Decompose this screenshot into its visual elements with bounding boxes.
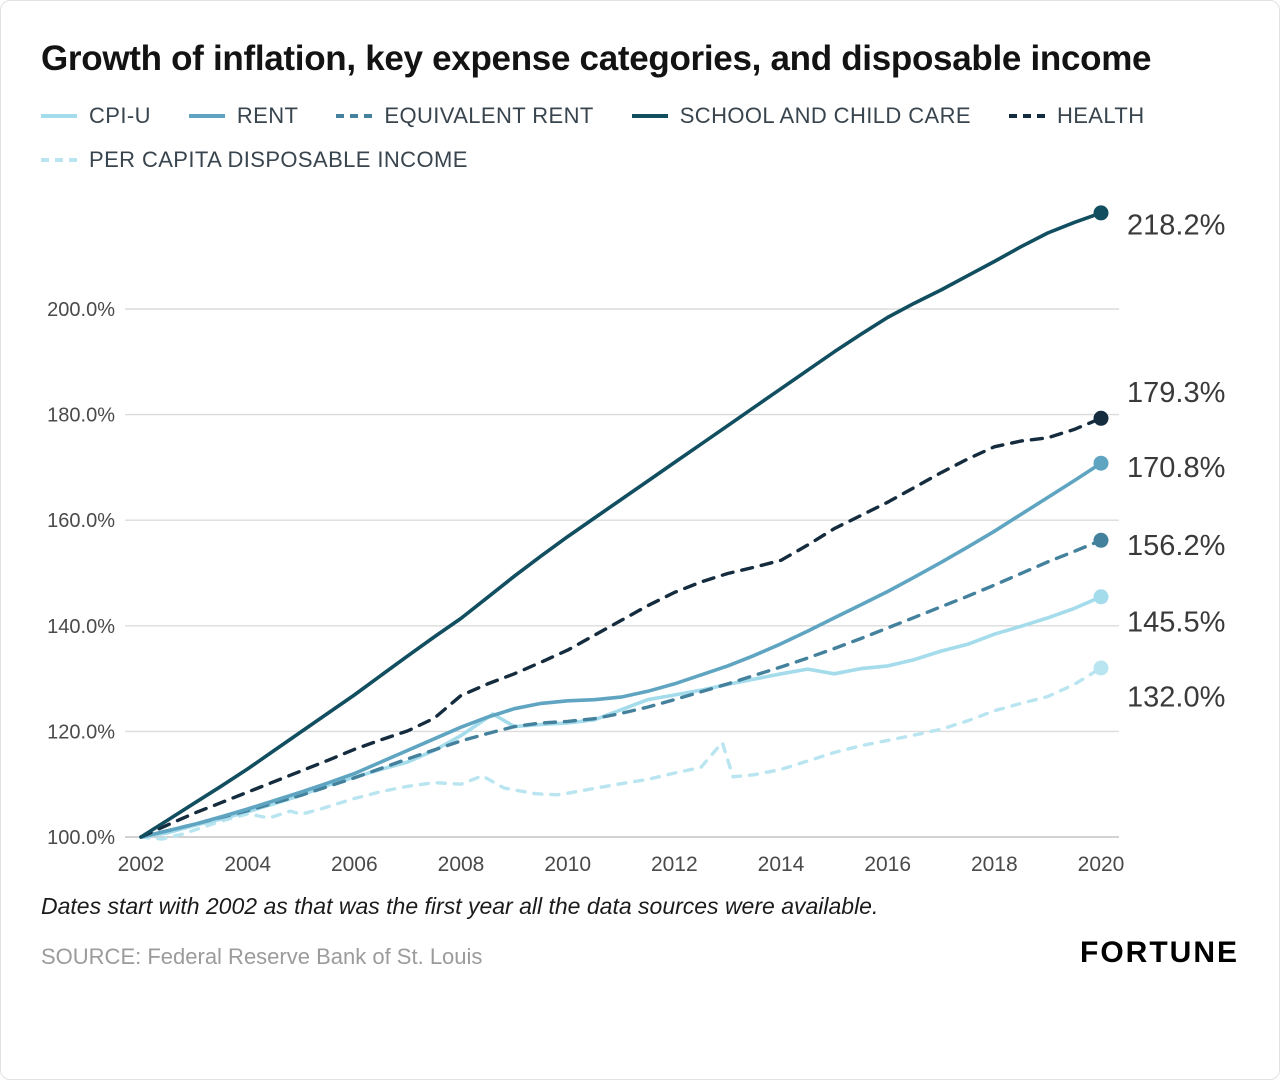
x-tick-label-2004: 2004 bbox=[224, 853, 271, 876]
footnote: Dates start with 2002 as that was the fi… bbox=[41, 893, 879, 919]
y-tick-label-120: 120.0% bbox=[47, 721, 115, 743]
legend-item-cpi-u: CPI-U bbox=[41, 103, 151, 129]
x-tick-label-2018: 2018 bbox=[971, 853, 1018, 876]
x-tick-label-2012: 2012 bbox=[651, 853, 698, 876]
series-end-label-equivalent-rent: 156.2% bbox=[1127, 530, 1225, 562]
y-tick-label-100: 100.0% bbox=[47, 827, 115, 849]
x-tick-label-2020: 2020 bbox=[1078, 853, 1125, 876]
series-endpoint-school-and-child-care bbox=[1093, 205, 1109, 221]
series-end-label-cpi-u: 145.5% bbox=[1127, 606, 1225, 638]
legend-swatch-health bbox=[1008, 114, 1045, 118]
series-line-school-and-child-care bbox=[139, 211, 1103, 839]
legend-swatch-rent bbox=[188, 114, 225, 118]
series-endpoint-health bbox=[1093, 410, 1109, 426]
legend-label: HEALTH bbox=[1056, 103, 1145, 128]
x-tick-label-2010: 2010 bbox=[544, 853, 591, 876]
chart-svg: 100.0% 120.0% 140.0% 160.0% 180.0% 200.0% 2002… bbox=[47, 205, 1225, 876]
y-tick-label-160: 160.0% bbox=[47, 510, 115, 532]
y-tick-label-180: 180.0% bbox=[47, 405, 115, 427]
source-text: SOURCE: Federal Reserve Bank of St. Loui… bbox=[41, 944, 483, 969]
series-endpoint-cpi-u bbox=[1093, 589, 1109, 605]
legend-label: PER CAPITA DISPOSABLE INCOME bbox=[89, 147, 468, 172]
y-tick-label-200: 200.0% bbox=[47, 299, 115, 321]
x-tick-label-2008: 2008 bbox=[438, 853, 485, 876]
x-tick-label-2014: 2014 bbox=[758, 853, 805, 876]
fortune-logo: FORTUNE bbox=[1080, 936, 1239, 969]
legend-item-equivalent-rent: EQUIVALENT RENT bbox=[336, 103, 593, 129]
legend-swatch-school-and-child-care bbox=[631, 114, 668, 118]
y-tick-label-140: 140.0% bbox=[47, 616, 115, 638]
chart-title: Growth of inflation, key expense categor… bbox=[41, 39, 1152, 78]
x-tick-label-2016: 2016 bbox=[864, 853, 911, 876]
x-tick-label-2006: 2006 bbox=[331, 853, 378, 876]
legend-label: EQUIVALENT RENT bbox=[384, 103, 594, 128]
legend-item-school-and-child-care: SCHOOL AND CHILD CARE bbox=[631, 103, 971, 129]
x-tick-label-2002: 2002 bbox=[118, 853, 165, 876]
legend-swatch-per-capita-disposable-income bbox=[41, 158, 77, 162]
series-endpoint-rent bbox=[1093, 455, 1109, 471]
series-endpoint-equivalent-rent bbox=[1093, 532, 1109, 548]
legend-item-rent: RENT bbox=[188, 103, 299, 129]
legend-item-health: HEALTH bbox=[1008, 103, 1145, 129]
series-endpoint-per-capita-disposable-income bbox=[1093, 660, 1109, 676]
source-row: SOURCE: Federal Reserve Bank of St. Loui… bbox=[41, 936, 1239, 970]
series-line-per-capita-disposable-income bbox=[139, 666, 1103, 841]
legend: CPI-U RENT EQUIVALENT RENT SCHOOL AND CHILD… bbox=[41, 103, 1191, 173]
legend-swatch-equivalent-rent bbox=[336, 114, 373, 118]
legend-swatch-cpi-u bbox=[41, 114, 77, 118]
legend-label: RENT bbox=[236, 103, 299, 128]
series-end-label-rent: 170.8% bbox=[1127, 452, 1225, 484]
series-line-rent bbox=[139, 461, 1103, 839]
series-end-label-health: 179.3% bbox=[1127, 377, 1225, 409]
series-line-equivalent-rent bbox=[139, 538, 1103, 839]
legend-label: CPI-U bbox=[89, 103, 151, 128]
series-end-label-school-and-child-care: 218.2% bbox=[1127, 210, 1225, 242]
series-line-health bbox=[139, 416, 1103, 839]
series-end-label-per-capita-disposable-income: 132.0% bbox=[1127, 682, 1225, 714]
legend-label: SCHOOL AND CHILD CARE bbox=[679, 103, 971, 128]
legend-item-per-capita-disposable-income: PER CAPITA DISPOSABLE INCOME bbox=[41, 147, 468, 173]
